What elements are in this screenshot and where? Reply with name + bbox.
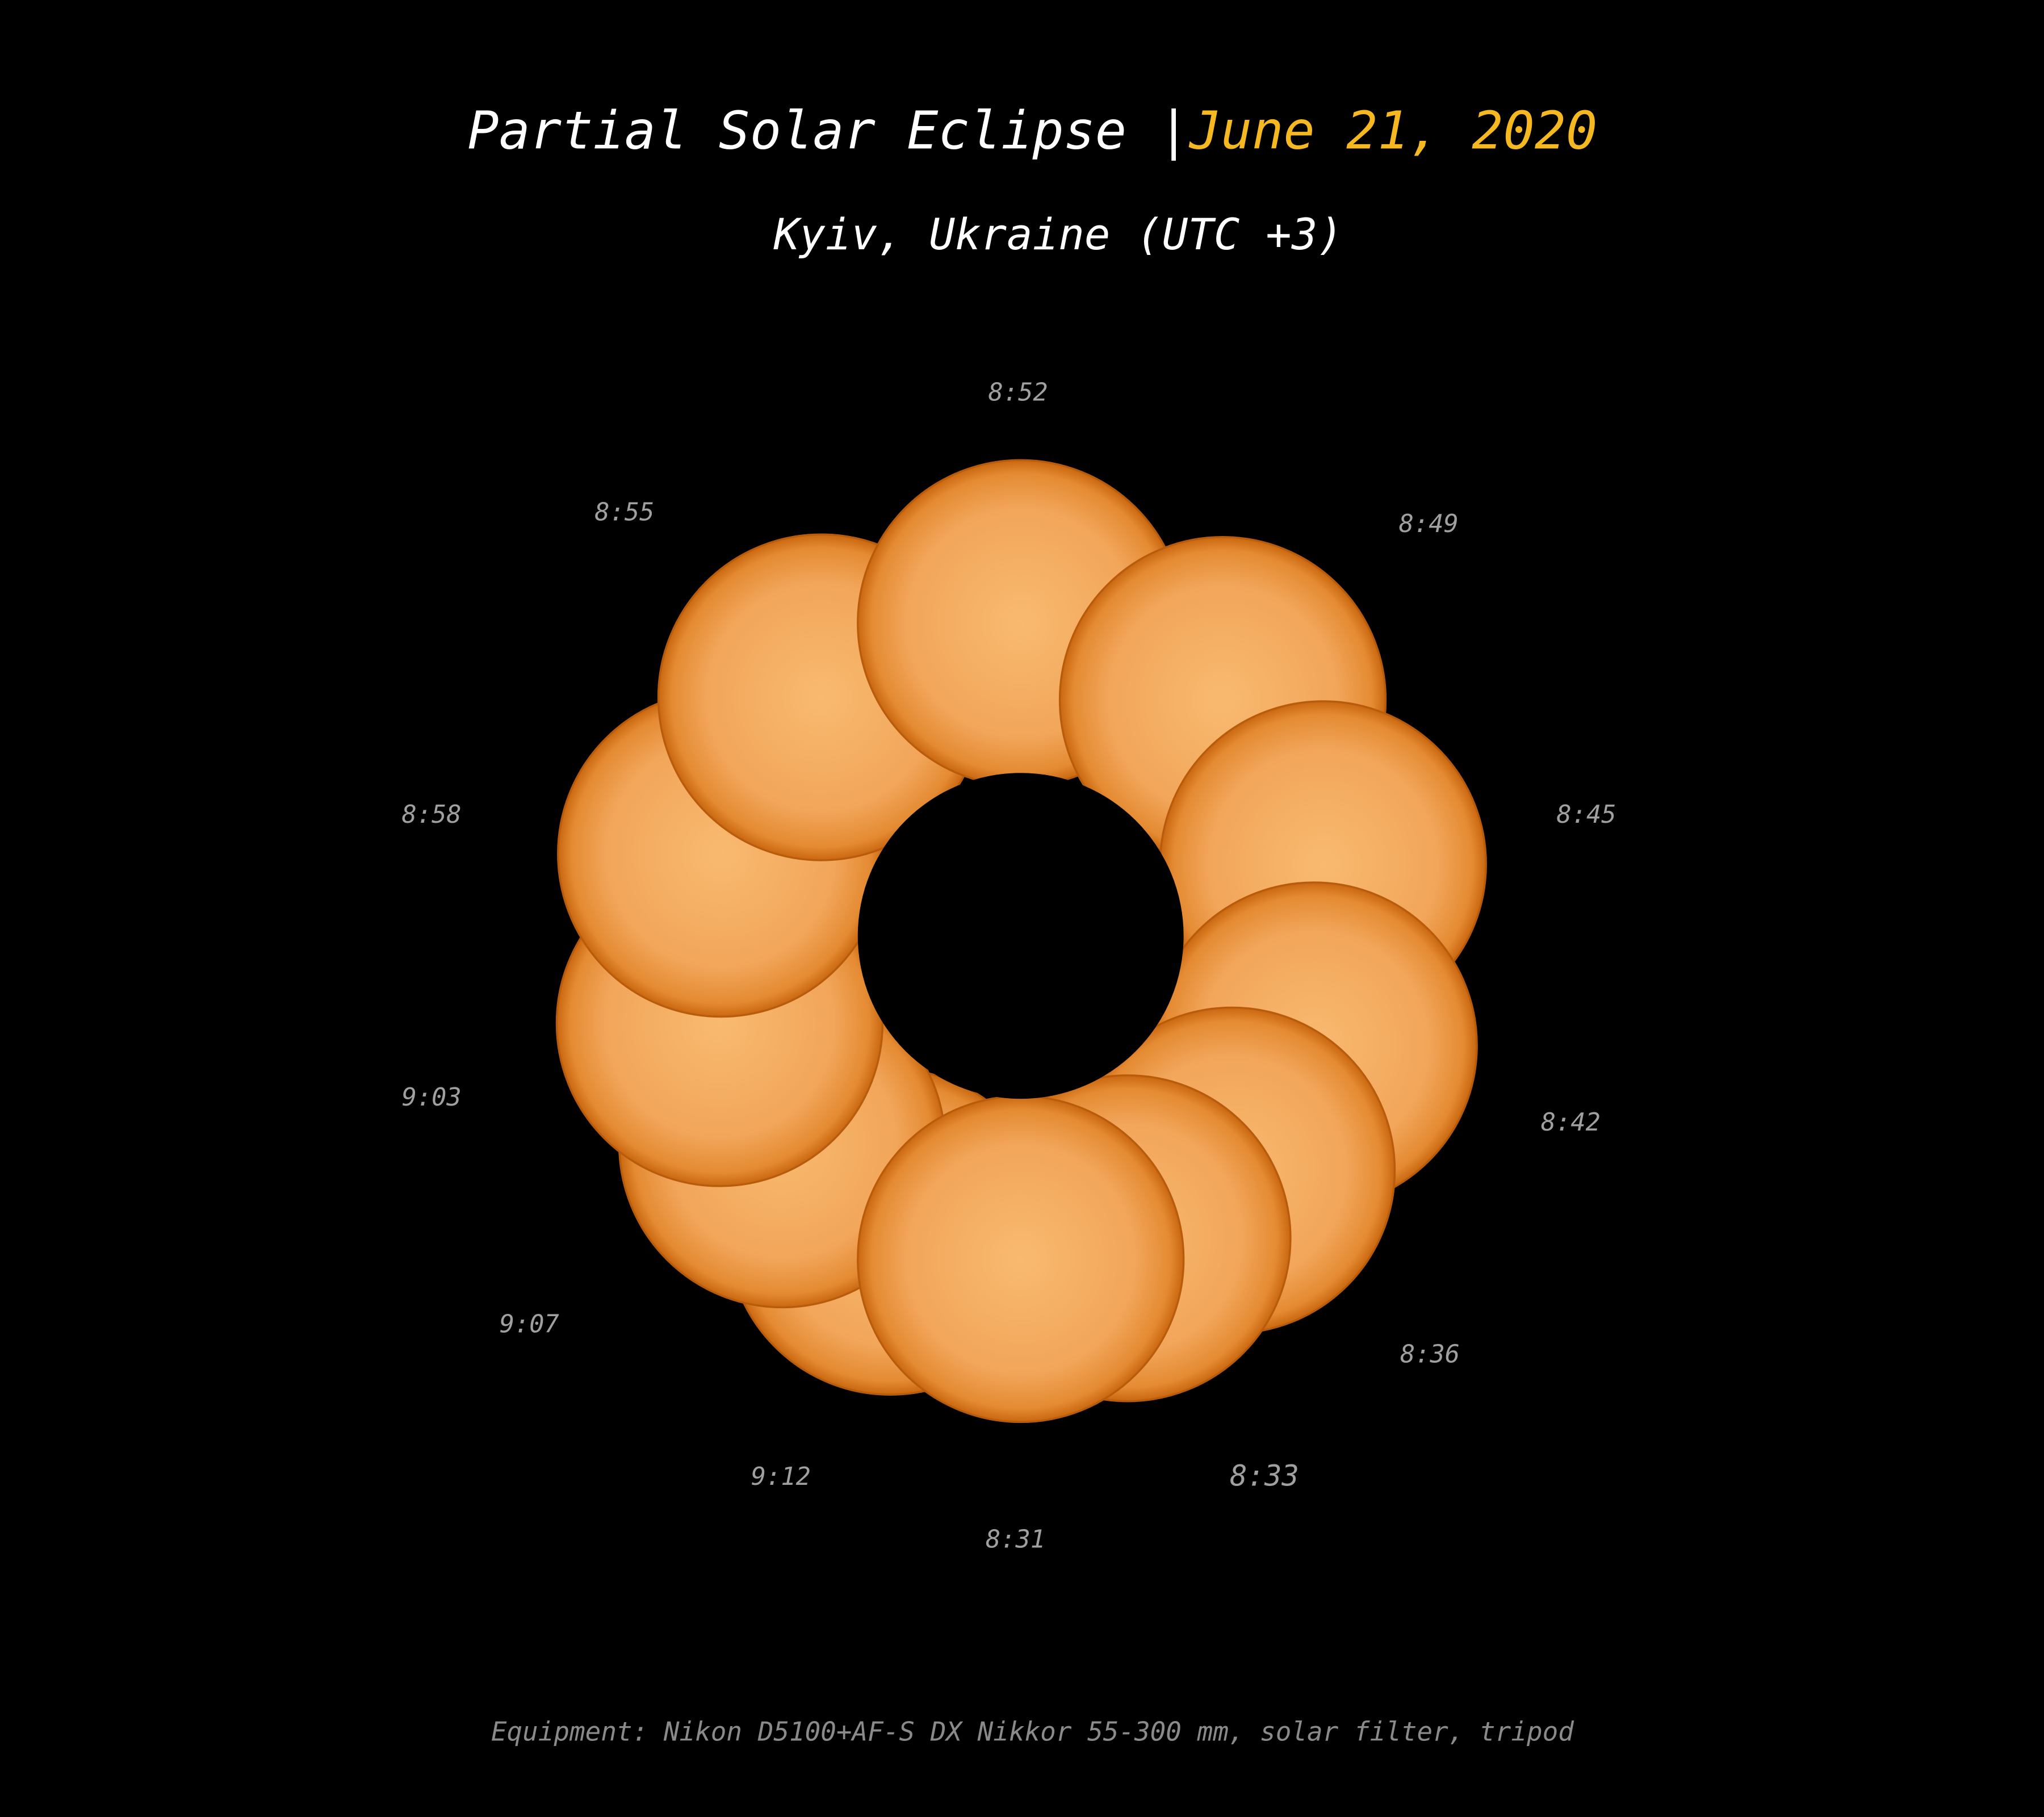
time-label: 9:07 — [500, 1311, 559, 1339]
title: Partial Solar Eclipse |June 21, 2020 — [467, 101, 1597, 161]
time-label: 8:33 — [1230, 1459, 1299, 1493]
time-label: 9:03 — [402, 1083, 462, 1112]
time-label: 8:58 — [402, 801, 462, 829]
time-label: 8:49 — [1399, 510, 1459, 538]
time-label: 8:36 — [1400, 1340, 1460, 1368]
subtitle: Kyiv, Ukraine (UTC +3) — [773, 210, 1343, 259]
sun-ring — [555, 459, 1487, 1424]
time-label: 8:45 — [1556, 801, 1616, 829]
footer: Equipment: Nikon D5100+AF-S DX Nikkor 55… — [491, 1716, 1574, 1747]
center-hole — [857, 773, 1184, 1099]
sun-disc — [857, 1095, 1185, 1424]
time-label: 8:55 — [594, 498, 654, 526]
time-label: 8:31 — [986, 1525, 1045, 1554]
time-label: 9:12 — [751, 1463, 811, 1491]
time-labels: 8:31 8:33 8:36 8:42 8:45 8:49 8:52 8:55 8:58 9:03… — [402, 378, 1616, 1554]
title-main: Partial Solar Eclipse | — [467, 101, 1189, 161]
time-label: 8:52 — [989, 378, 1048, 407]
time-label: 8:42 — [1541, 1108, 1601, 1137]
title-date: June 21, 2020 — [1188, 101, 1598, 161]
